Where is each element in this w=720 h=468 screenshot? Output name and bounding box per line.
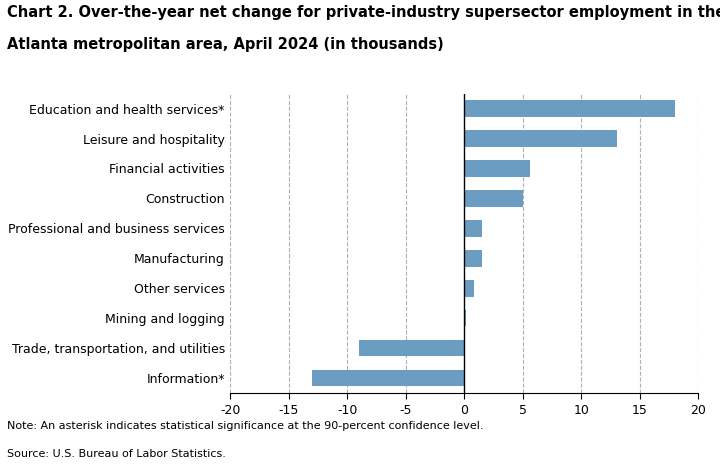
Bar xyxy=(464,280,474,297)
Bar xyxy=(359,340,464,357)
Bar xyxy=(464,130,616,147)
Text: Note: An asterisk indicates statistical significance at the 90-percent confidenc: Note: An asterisk indicates statistical … xyxy=(7,421,484,431)
Bar xyxy=(464,190,523,207)
Bar xyxy=(464,100,675,117)
Bar xyxy=(464,250,482,267)
Bar xyxy=(312,370,464,387)
Text: Source: U.S. Bureau of Labor Statistics.: Source: U.S. Bureau of Labor Statistics. xyxy=(7,449,226,459)
Text: Atlanta metropolitan area, April 2024 (in thousands): Atlanta metropolitan area, April 2024 (i… xyxy=(7,37,444,52)
Text: Chart 2. Over-the-year net change for private-industry supersector employment in: Chart 2. Over-the-year net change for pr… xyxy=(7,5,720,20)
Bar xyxy=(464,160,530,177)
Bar xyxy=(464,310,466,327)
Bar xyxy=(464,220,482,237)
